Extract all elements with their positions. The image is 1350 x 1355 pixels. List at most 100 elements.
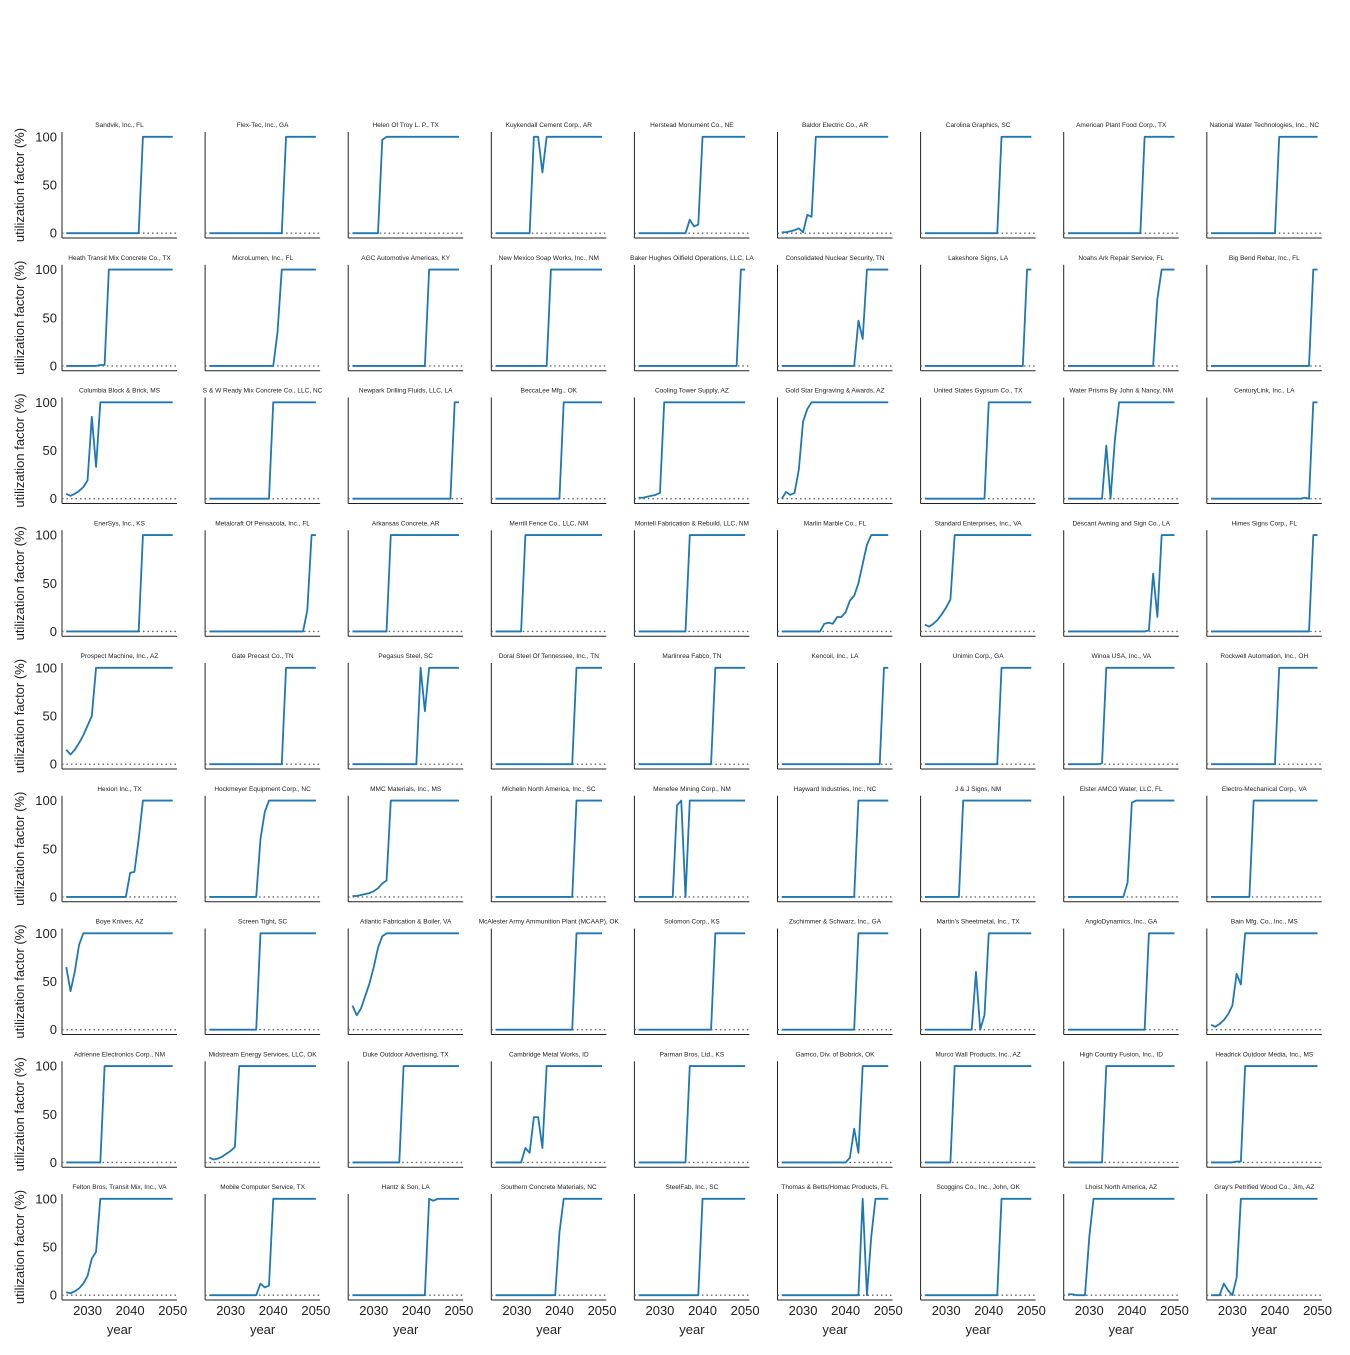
- panel: Adrienne Electronics Corp., NM 0 50 100 util…: [12, 1051, 177, 1171]
- panel: Consolidated Nuclear Security, TN: [777, 255, 893, 372]
- series-line: [924, 932, 1032, 1031]
- series-line: [924, 1197, 1032, 1297]
- series-line: [1211, 135, 1318, 235]
- panel-title: McAlester Army Ammunition Plant (MCAAP),…: [479, 919, 620, 926]
- series-line: [1211, 1197, 1318, 1297]
- panel-title: J & J Signs, NM: [955, 786, 1001, 793]
- panel-title: Newpark Drilling Fluids, LLC, LA: [359, 388, 453, 395]
- x-tick-label: 2030: [73, 1303, 102, 1318]
- series-line: [781, 1197, 889, 1297]
- panel-title: Big Bend Rebar, Inc., FL: [1229, 255, 1300, 262]
- x-tick-label: 2040: [831, 1303, 860, 1318]
- x-tick-label: 2040: [1260, 1303, 1289, 1318]
- y-axis-label: utilization factor (%): [12, 792, 27, 906]
- panel: Unimin Corp., GA: [920, 653, 1036, 770]
- panel: Marlin Marble Co., FL: [777, 520, 893, 637]
- series-line: [65, 401, 173, 497]
- series-line: [924, 401, 1032, 500]
- series-line: [66, 1197, 173, 1295]
- panel: Gold Star Engraving & Awards, AZ: [777, 388, 893, 504]
- series-line: [638, 932, 746, 1031]
- panel: Southern Concrete Materials, NC 2030 2040 2…: [490, 1184, 617, 1337]
- panel-title: Arkansas Concrete, AR: [372, 520, 440, 527]
- series-line: [781, 268, 889, 367]
- x-tick-label: 2050: [874, 1303, 903, 1318]
- x-tick-label: 2040: [116, 1303, 145, 1318]
- panel: Helen Of Troy L. P., TX: [347, 122, 464, 239]
- panel-title: Duke Outdoor Advertising, TX: [363, 1051, 450, 1058]
- panel: S & W Ready Mix Concrete Co., LLC, NC: [203, 388, 323, 504]
- panel-title: Bain Mfg. Co., Inc., MS: [1231, 919, 1298, 926]
- y-tick-label: 50: [43, 310, 57, 325]
- series-line: [1067, 1197, 1175, 1297]
- panel: Martin's Sheetmetal, Inc., TX: [920, 919, 1036, 1035]
- series-line: [65, 932, 173, 993]
- y-tick-label: 0: [50, 491, 57, 506]
- series-line: [781, 1065, 889, 1164]
- panel-title: Headrick Outdoor Media, Inc., MS: [1215, 1051, 1314, 1058]
- y-tick-label: 50: [43, 709, 57, 724]
- y-axis-label: utilization factor (%): [12, 261, 27, 375]
- x-tick-label: 2030: [216, 1303, 245, 1318]
- y-tick-label: 50: [43, 576, 57, 591]
- x-tick-label: 2050: [301, 1303, 330, 1318]
- panel-title: Electro-Mechanical Corp., VA: [1222, 786, 1307, 793]
- x-tick-label: 2050: [158, 1303, 187, 1318]
- panel-title: Rockwell Automation, Inc., OH: [1220, 653, 1308, 660]
- x-tick-label: 2030: [1218, 1303, 1247, 1318]
- panel-title: Cooling Tower Supply, AZ: [655, 388, 729, 395]
- series-line: [66, 1065, 173, 1164]
- series-line: [638, 1065, 746, 1164]
- y-tick-label: 0: [50, 1022, 57, 1037]
- panel: Descant Awning and Sign Co., LA: [1063, 520, 1179, 637]
- panel: Zschimmer & Schwarz, Inc., GA: [777, 919, 893, 1035]
- series-line: [781, 666, 889, 766]
- panel: Pegasus Steel, SC: [347, 653, 464, 770]
- panel: United States Gypsum Co., TX: [920, 388, 1036, 504]
- series-line: [638, 534, 746, 633]
- series-line: [66, 268, 173, 367]
- x-tick-label: 2050: [1160, 1303, 1189, 1318]
- panel: Big Bend Rebar, Inc., FL: [1206, 255, 1322, 372]
- panel-title: Hexion Inc., TX: [97, 786, 142, 793]
- panel: Prospect Machine, Inc., AZ 0 50 100 utilizat…: [12, 653, 177, 773]
- panel-title: Lhoist North America, AZ: [1085, 1184, 1157, 1191]
- panel: Michelin North America, Inc., SC: [490, 786, 607, 903]
- panel-title: Water Prisms By John & Nancy, NM: [1069, 388, 1173, 395]
- panel-title: Descant Awning and Sign Co., LA: [1072, 520, 1170, 527]
- series-line: [495, 1197, 603, 1297]
- x-tick-label: 2050: [1017, 1303, 1046, 1318]
- x-tick-label: 2050: [1303, 1303, 1332, 1318]
- y-tick-label: 100: [35, 129, 57, 144]
- panel-title: Gate Precast Co., TN: [232, 653, 294, 660]
- y-tick-label: 50: [43, 1240, 57, 1255]
- panel: Boye Knives, AZ 0 50 100 utilization factor …: [12, 919, 177, 1039]
- y-axis-label: utilization factor (%): [12, 1057, 27, 1171]
- series-line: [352, 401, 459, 500]
- panel: Felton Bros. Transit Mix, Inc., VA 0 50 100…: [12, 1184, 187, 1337]
- panel-title: Screen Tight, SC: [238, 919, 287, 926]
- panel-title: Marlin Marble Co., FL: [804, 520, 867, 527]
- panel: Baldor Electric Co., AR: [777, 122, 893, 239]
- series-line: [495, 1065, 603, 1164]
- series-line: [1211, 534, 1318, 633]
- x-tick-label: 2030: [359, 1303, 388, 1318]
- panel-title: Prospect Machine, Inc., AZ: [81, 653, 159, 660]
- panel: SteelFab, Inc., SC 2030 2040 2050 year: [633, 1184, 760, 1337]
- panel: New Mexico Soap Works, Inc., NM: [490, 255, 607, 372]
- panel: American Plant Food Corp., TX: [1063, 122, 1179, 239]
- panel: Standard Enterprises, Inc., VA: [920, 520, 1036, 637]
- panel: Metalcraft Of Pensacola, Inc., FL: [204, 520, 321, 637]
- series-line: [638, 1197, 746, 1297]
- panel-title: S & W Ready Mix Concrete Co., LLC, NC: [203, 388, 323, 395]
- series-line: [1067, 666, 1175, 766]
- y-axis-label: utilization factor (%): [12, 128, 27, 242]
- y-tick-label: 100: [35, 660, 57, 675]
- series-line: [1210, 932, 1318, 1028]
- panel-title: Kencoil, Inc., LA: [812, 653, 860, 660]
- series-line: [352, 1197, 459, 1297]
- panel: Solomon Corp., KS: [633, 919, 750, 1035]
- panel: Herstead Monument Co., NE: [633, 122, 750, 239]
- y-tick-label: 50: [43, 1107, 57, 1122]
- panel-title: Parman Bros. Ltd., KS: [660, 1051, 725, 1058]
